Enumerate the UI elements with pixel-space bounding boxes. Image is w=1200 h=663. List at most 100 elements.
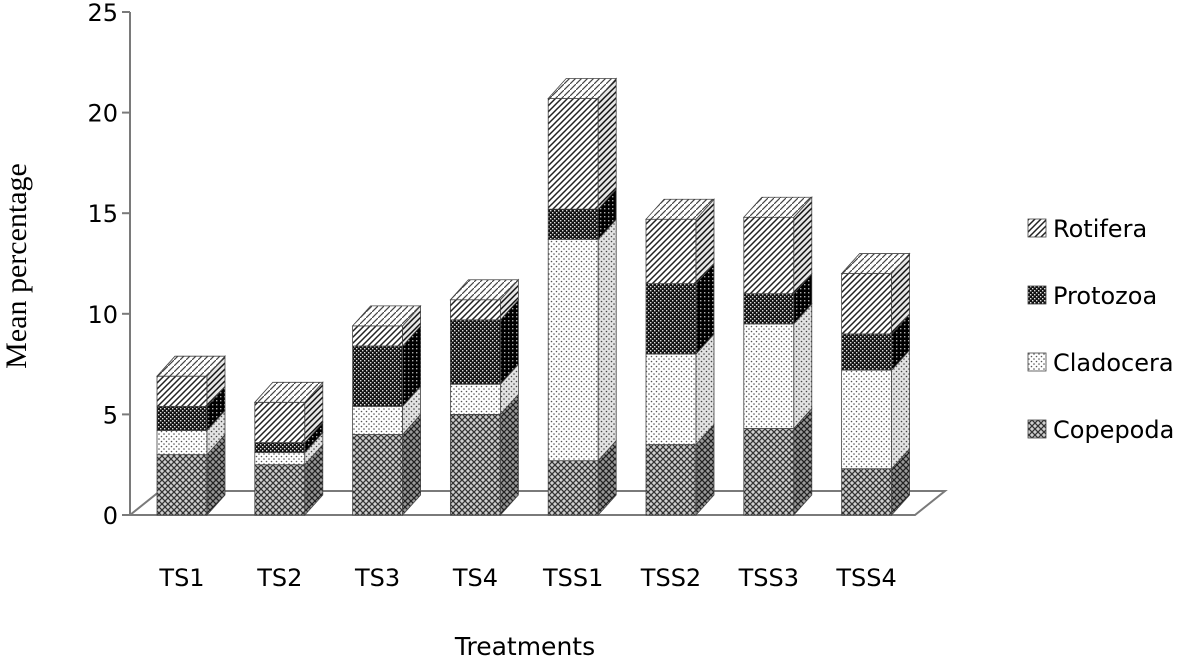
x-tick-label: TS2 — [256, 564, 302, 592]
bar-front-face — [547, 460, 599, 516]
bar-segment-cladocera — [254, 431, 324, 466]
bar-segment-rotifera — [645, 198, 715, 285]
bar-segment-protozoa — [841, 312, 910, 372]
y-tick-label: 20 — [87, 100, 118, 128]
bar-stack-tss3 — [742, 196, 813, 517]
bar-side-face — [597, 77, 617, 211]
bar-segment-protozoa — [156, 385, 226, 432]
bar-top-face — [742, 196, 813, 218]
bar-front-face — [841, 468, 892, 516]
bars-group — [156, 77, 911, 517]
bar-segment-cladocera — [156, 409, 226, 456]
bar-front-face — [743, 293, 795, 325]
bar-front-face — [352, 434, 404, 516]
x-tick-label: TSS4 — [835, 564, 896, 592]
x-tick-label: TSS3 — [738, 564, 799, 592]
bar-segment-rotifera — [742, 196, 813, 295]
bar-front-face — [156, 430, 208, 456]
bar-top-face — [645, 198, 715, 220]
y-tick-label: 15 — [87, 200, 118, 228]
bar-stack-tss4 — [840, 252, 911, 517]
bar-front-face — [841, 369, 892, 470]
bar-stack-ts4 — [449, 278, 520, 517]
bar-stack-tss1 — [547, 77, 618, 517]
bar-front-face — [645, 283, 697, 355]
bar-side-face — [500, 393, 519, 517]
bar-front-face — [743, 216, 795, 295]
legend-label: Cladocera — [1053, 349, 1174, 377]
bar-stack-ts2 — [253, 381, 324, 517]
bar-front-face — [352, 345, 404, 407]
bar-front-face — [645, 218, 697, 285]
bar-segment-copepoda — [841, 447, 910, 517]
bar-front-face — [645, 444, 697, 516]
bar-segment-cladocera — [743, 302, 813, 430]
bar-front-face — [743, 323, 795, 429]
legend-label: Rotifera — [1053, 215, 1147, 243]
x-axis-labels: TS1 TS2 TS3 TS4 TSS1 TSS2 TSS3 TSS4 — [158, 564, 896, 592]
bar-stack-ts3 — [351, 304, 422, 517]
bar-front-face — [449, 413, 501, 516]
bar-front-face — [841, 273, 892, 335]
x-tick-label: TS1 — [158, 564, 204, 592]
bar-segment-cladocera — [547, 218, 617, 462]
bar-segment-cladocera — [352, 385, 421, 436]
legend-item-cladocera: Cladocera — [1027, 349, 1174, 377]
bar-segment-copepoda — [449, 393, 519, 517]
legend-swatch — [1027, 352, 1047, 372]
bar-front-face — [449, 299, 501, 321]
bar-stack-tss2 — [645, 198, 715, 517]
bar-front-face — [156, 454, 208, 516]
bar-front-face — [352, 405, 404, 435]
legend-item-rotifera: Rotifera — [1027, 215, 1147, 243]
x-tick-label: TSS2 — [640, 564, 701, 592]
bar-top-face — [449, 279, 520, 301]
bar-top-face — [351, 305, 422, 327]
legend: Rotifera Protozoa Cladocera Copepoda — [1027, 215, 1174, 444]
bar-front-face — [449, 319, 501, 385]
bar-front-face — [352, 325, 404, 347]
bar-front-face — [547, 238, 599, 462]
legend-label: Copepoda — [1053, 416, 1174, 444]
legend-label: Protozoa — [1053, 282, 1157, 310]
x-tick-label: TSS1 — [542, 564, 603, 592]
bar-front-face — [743, 428, 795, 516]
y-tick-label: 10 — [87, 301, 118, 329]
bar-front-face — [156, 405, 208, 431]
bar-side-face — [793, 302, 813, 430]
bar-front-face — [254, 464, 306, 516]
legend-item-protozoa: Protozoa — [1027, 282, 1157, 310]
x-tick-label: TS4 — [452, 564, 498, 592]
bar-side-face — [597, 218, 617, 462]
bar-front-face — [547, 98, 599, 210]
chart-floor — [127, 490, 948, 516]
legend-swatch — [1027, 218, 1047, 238]
y-tick-label: 5 — [103, 401, 118, 429]
x-tick-label: TS3 — [354, 564, 400, 592]
bar-front-face — [254, 442, 306, 454]
bar-stack-ts1 — [156, 355, 226, 517]
bar-segment-rotifera — [253, 381, 324, 444]
bar-segment-rotifera — [547, 77, 618, 211]
bar-segment-rotifera — [156, 355, 226, 408]
bar-segment-copepoda — [352, 413, 421, 517]
bar-front-face — [449, 383, 501, 415]
bar-segment-cladocera — [841, 349, 910, 470]
bar-top-face — [840, 253, 911, 274]
floor-plane — [127, 490, 948, 516]
y-tick-label: 0 — [103, 502, 118, 530]
bar-front-face — [547, 208, 599, 240]
bar-segment-protozoa — [352, 324, 421, 408]
bar-side-face — [891, 349, 910, 470]
bar-top-face — [253, 381, 324, 403]
bar-front-face — [841, 333, 892, 371]
bar-top-face — [547, 78, 618, 99]
x-axis-title: Treatments — [454, 632, 595, 659]
bar-segment-cladocera — [449, 363, 519, 416]
bar-front-face — [254, 452, 306, 466]
bar-front-face — [254, 401, 306, 443]
bar-front-face — [645, 353, 697, 445]
bar-segment-protozoa — [645, 262, 715, 356]
